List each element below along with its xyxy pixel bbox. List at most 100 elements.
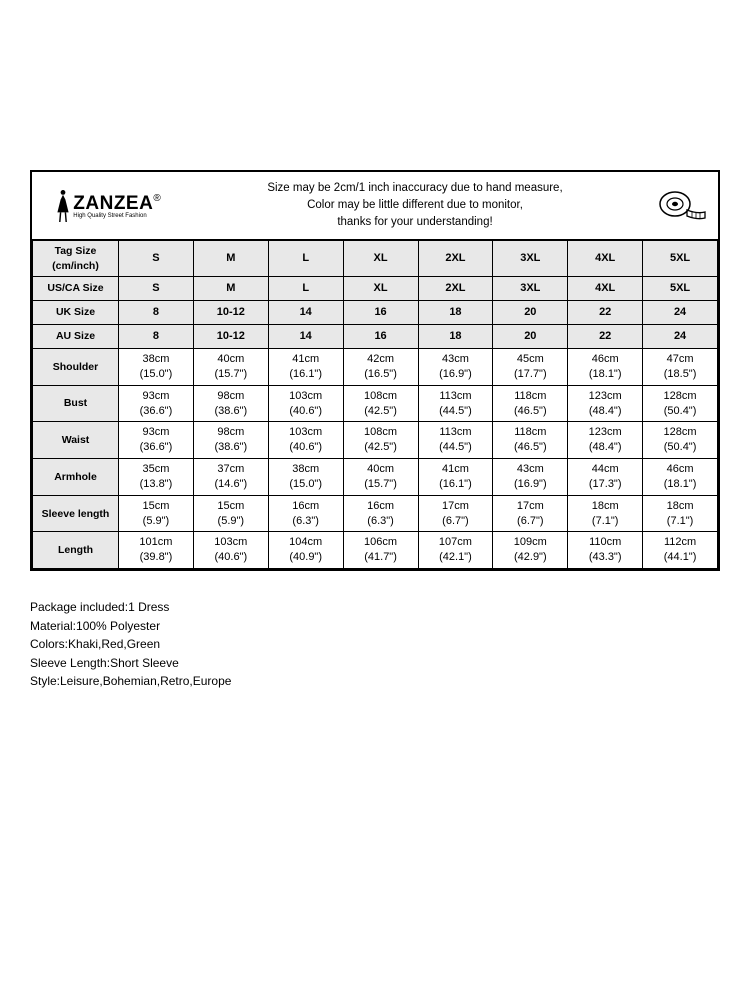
size-chart-container: ZANZEA® High Quality Street Fashion Size… — [30, 170, 720, 571]
detail-material: Material:100% Polyester — [30, 617, 231, 636]
table-row: Bust93cm (36.6")98cm (38.6")103cm (40.6"… — [33, 385, 718, 422]
size-cell: 3XL — [493, 241, 568, 277]
size-cell: 43cm (16.9") — [493, 459, 568, 496]
size-cell: 118cm (46.5") — [493, 385, 568, 422]
size-cell: 103cm (40.6") — [268, 385, 343, 422]
size-cell: 17cm (6.7") — [418, 495, 493, 532]
table-row: Shoulder38cm (15.0")40cm (15.7")41cm (16… — [33, 349, 718, 386]
tape-icon-cell — [646, 188, 718, 224]
table-row: AU Size810-12141618202224 — [33, 325, 718, 349]
size-cell: 45cm (17.7") — [493, 349, 568, 386]
size-cell: 106cm (41.7") — [343, 532, 418, 569]
size-cell: 10-12 — [193, 301, 268, 325]
detail-package: Package included:1 Dress — [30, 598, 231, 617]
size-cell: 42cm (16.5") — [343, 349, 418, 386]
size-cell: 108cm (42.5") — [343, 385, 418, 422]
product-details: Package included:1 Dress Material:100% P… — [30, 598, 231, 691]
dress-silhouette-icon — [55, 188, 71, 224]
size-cell: 16cm (6.3") — [268, 495, 343, 532]
table-frame: ZANZEA® High Quality Street Fashion Size… — [30, 170, 720, 571]
size-cell: 4XL — [568, 241, 643, 277]
size-cell: 10-12 — [193, 325, 268, 349]
size-cell: 38cm (15.0") — [268, 459, 343, 496]
row-label: Shoulder — [33, 349, 119, 386]
size-cell: 18 — [418, 301, 493, 325]
size-cell: 41cm (16.1") — [418, 459, 493, 496]
table-row: Tag Size (cm/inch)SMLXL2XL3XL4XL5XL — [33, 241, 718, 277]
size-cell: XL — [343, 277, 418, 301]
size-cell: 18 — [418, 325, 493, 349]
size-cell: M — [193, 241, 268, 277]
size-cell: 37cm (14.6") — [193, 459, 268, 496]
size-cell: 8 — [119, 325, 194, 349]
size-cell: 41cm (16.1") — [268, 349, 343, 386]
size-cell: 15cm (5.9") — [119, 495, 194, 532]
size-cell: 98cm (38.6") — [193, 422, 268, 459]
size-cell: 22 — [568, 301, 643, 325]
size-cell: 16cm (6.3") — [343, 495, 418, 532]
disclaimer-line3: thanks for your understanding! — [190, 214, 640, 231]
size-cell: 16 — [343, 301, 418, 325]
size-cell: 18cm (7.1") — [568, 495, 643, 532]
size-cell: 47cm (18.5") — [643, 349, 718, 386]
size-cell: 110cm (43.3") — [568, 532, 643, 569]
size-cell: 24 — [643, 325, 718, 349]
size-table: Tag Size (cm/inch)SMLXL2XL3XL4XL5XLUS/CA… — [32, 240, 718, 569]
table-row: US/CA SizeSMLXL2XL3XL4XL5XL — [33, 277, 718, 301]
table-row: Length101cm (39.8")103cm (40.6")104cm (4… — [33, 532, 718, 569]
size-cell: 46cm (18.1") — [568, 349, 643, 386]
size-cell: 112cm (44.1") — [643, 532, 718, 569]
size-cell: 18cm (7.1") — [643, 495, 718, 532]
size-cell: 8 — [119, 301, 194, 325]
header-row: ZANZEA® High Quality Street Fashion Size… — [32, 172, 718, 240]
size-cell: 20 — [493, 301, 568, 325]
size-cell: 44cm (17.3") — [568, 459, 643, 496]
detail-sleeve: Sleeve Length:Short Sleeve — [30, 654, 231, 673]
size-cell: 5XL — [643, 241, 718, 277]
table-row: UK Size810-12141618202224 — [33, 301, 718, 325]
size-cell: 118cm (46.5") — [493, 422, 568, 459]
size-cell: 123cm (48.4") — [568, 422, 643, 459]
size-cell: 5XL — [643, 277, 718, 301]
size-cell: 15cm (5.9") — [193, 495, 268, 532]
disclaimer: Size may be 2cm/1 inch inaccuracy due to… — [184, 176, 646, 234]
size-cell: L — [268, 277, 343, 301]
row-label: Sleeve length — [33, 495, 119, 532]
size-cell: S — [119, 241, 194, 277]
table-row: Sleeve length15cm (5.9")15cm (5.9")16cm … — [33, 495, 718, 532]
size-cell: 46cm (18.1") — [643, 459, 718, 496]
size-cell: 14 — [268, 301, 343, 325]
size-cell: 22 — [568, 325, 643, 349]
size-cell: 17cm (6.7") — [493, 495, 568, 532]
size-cell: 103cm (40.6") — [193, 532, 268, 569]
size-cell: XL — [343, 241, 418, 277]
size-cell: S — [119, 277, 194, 301]
detail-style: Style:Leisure,Bohemian,Retro,Europe — [30, 672, 231, 691]
row-label: Bust — [33, 385, 119, 422]
row-label: Armhole — [33, 459, 119, 496]
table-row: Waist93cm (36.6")98cm (38.6")103cm (40.6… — [33, 422, 718, 459]
size-cell: 107cm (42.1") — [418, 532, 493, 569]
size-cell: 35cm (13.8") — [119, 459, 194, 496]
size-cell: 3XL — [493, 277, 568, 301]
size-cell: 40cm (15.7") — [343, 459, 418, 496]
size-cell: 113cm (44.5") — [418, 422, 493, 459]
size-cell: 93cm (36.6") — [119, 385, 194, 422]
row-label: AU Size — [33, 325, 119, 349]
size-cell: 128cm (50.4") — [643, 422, 718, 459]
measuring-tape-icon — [657, 188, 707, 224]
size-cell: 109cm (42.9") — [493, 532, 568, 569]
size-cell: L — [268, 241, 343, 277]
size-cell: 103cm (40.6") — [268, 422, 343, 459]
detail-colors: Colors:Khaki,Red,Green — [30, 635, 231, 654]
row-label: UK Size — [33, 301, 119, 325]
size-cell: 98cm (38.6") — [193, 385, 268, 422]
row-label: US/CA Size — [33, 277, 119, 301]
row-label: Tag Size (cm/inch) — [33, 241, 119, 277]
size-cell: 2XL — [418, 241, 493, 277]
size-cell: 108cm (42.5") — [343, 422, 418, 459]
row-label: Waist — [33, 422, 119, 459]
size-cell: 128cm (50.4") — [643, 385, 718, 422]
size-cell: 4XL — [568, 277, 643, 301]
size-cell: 123cm (48.4") — [568, 385, 643, 422]
